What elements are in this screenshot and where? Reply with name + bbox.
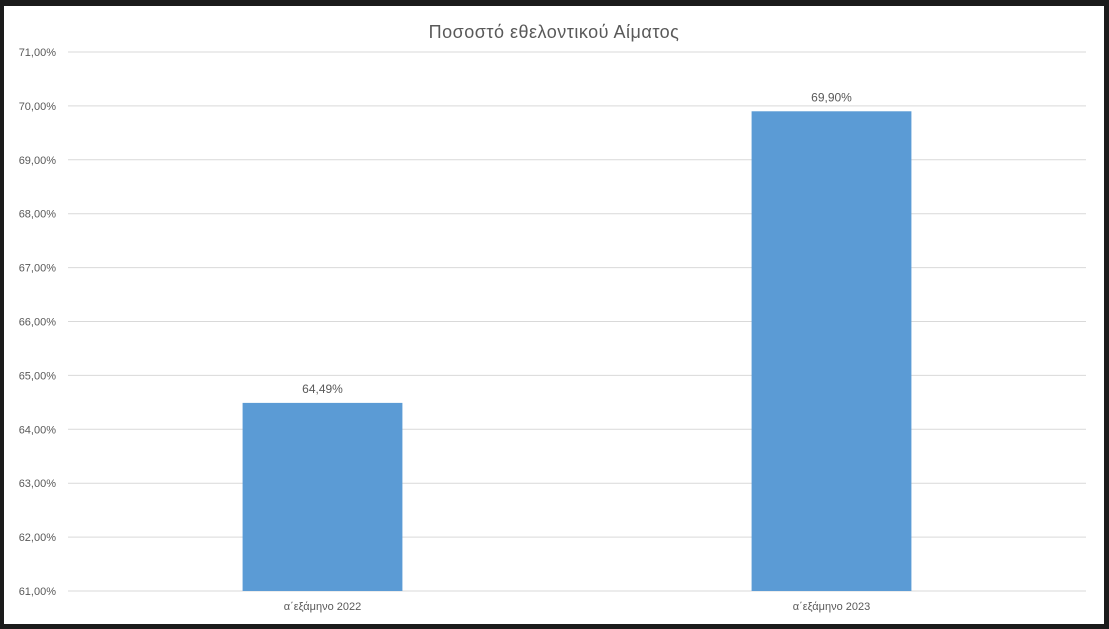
y-tick-label: 71,00% <box>19 47 57 59</box>
y-tick-label: 66,00% <box>19 317 57 329</box>
data-label: 64,49% <box>302 382 343 396</box>
bars <box>242 111 912 591</box>
chart-area: Ποσοστό εθελοντικού Αίματος 61,00% 62,00%… <box>4 6 1104 624</box>
y-tick-label: 62,00% <box>19 532 57 544</box>
x-tick-label: α΄εξάμηνο 2022 <box>284 601 362 613</box>
y-tick-label: 65,00% <box>19 370 57 382</box>
y-axis-tick-labels: 61,00% 62,00% 63,00% 64,00% 65,00% 66,00% 67,0… <box>19 47 57 598</box>
data-label: 69,90% <box>811 90 852 104</box>
y-tick-label: 67,00% <box>19 263 57 275</box>
y-tick-label: 61,00% <box>19 586 57 598</box>
y-tick-label: 70,00% <box>19 101 57 113</box>
gridlines <box>68 51 1086 592</box>
bar-chart: 61,00% 62,00% 63,00% 64,00% 65,00% 66,00% 67,0… <box>19 47 1086 613</box>
chart-title: Ποσοστό εθελοντικού Αίματος <box>428 22 680 42</box>
y-tick-label: 68,00% <box>19 209 57 221</box>
x-axis-tick-labels: α΄εξάμηνο 2022 α΄εξάμηνο 2023 <box>284 601 871 613</box>
y-tick-label: 64,00% <box>19 424 57 436</box>
x-tick-label: α΄εξάμηνο 2023 <box>793 601 871 613</box>
y-tick-label: 63,00% <box>19 478 57 490</box>
data-labels: 64,49% 69,90% <box>302 90 852 396</box>
bar <box>751 111 912 591</box>
y-tick-label: 69,00% <box>19 155 57 167</box>
bar <box>242 402 403 591</box>
